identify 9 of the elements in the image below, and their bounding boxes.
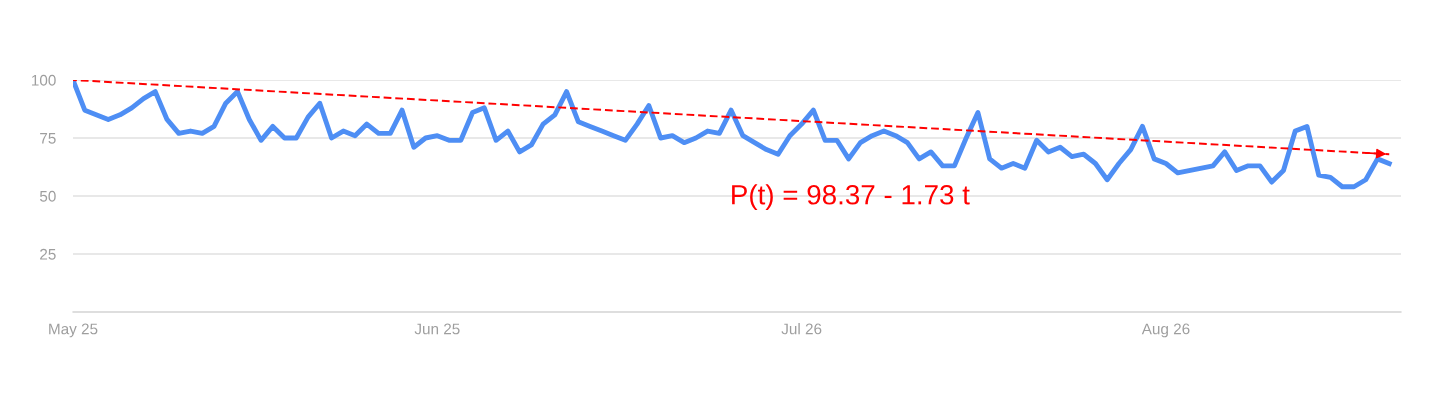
x-tick-label: Jul 26 [781, 323, 822, 335]
y-tick-label: 25 [40, 248, 56, 260]
x-tick-label: Aug 26 [1141, 323, 1190, 338]
y-tick-label: 75 [40, 133, 56, 144]
annotation: P(t) = 98.37 - 1.73 t [732, 184, 970, 211]
x-tick-label: May 25 [49, 323, 98, 338]
x-tick-label: Jun 25 [414, 323, 460, 335]
y-tick-label: 50 [39, 190, 56, 202]
y-tick-label: 100 [32, 74, 56, 86]
